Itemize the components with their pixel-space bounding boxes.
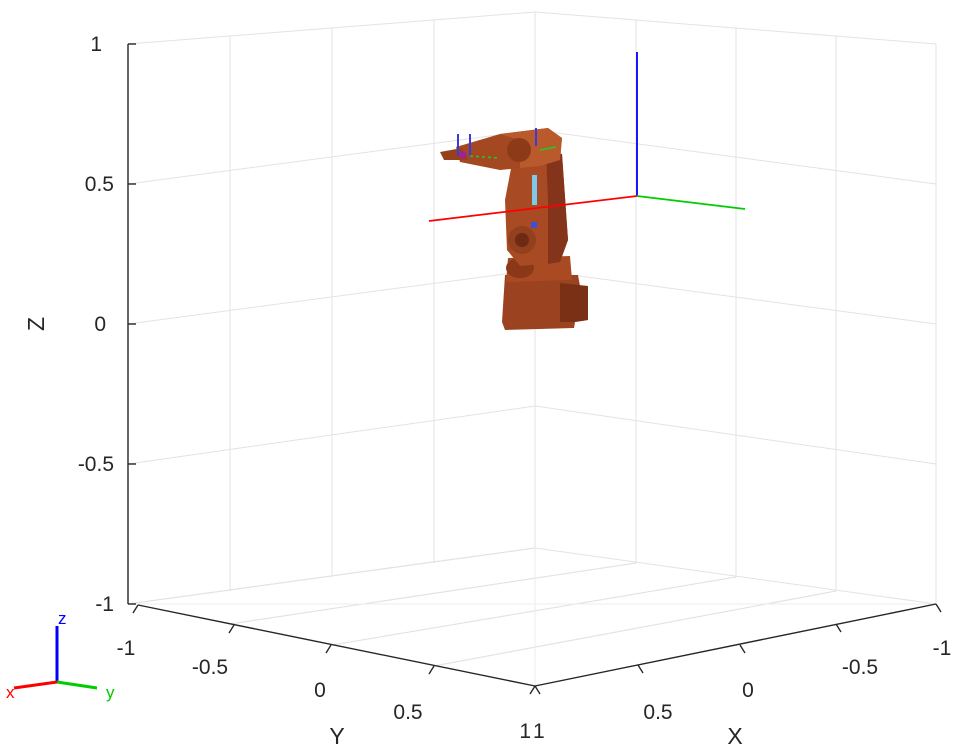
y-axis-line xyxy=(137,604,536,687)
z-tick-label: 0 xyxy=(94,313,106,336)
grid-floor xyxy=(127,547,937,687)
x-axis-label: X xyxy=(727,723,742,748)
x-tick-marks xyxy=(534,603,942,695)
x-axis-line xyxy=(534,603,937,687)
orientation-triad[interactable]: z y x xyxy=(6,609,115,702)
frame-y-axis xyxy=(636,195,746,210)
grid-back-right-wall xyxy=(534,11,937,605)
triad-y-axis xyxy=(56,680,98,690)
x-tick-label: -0.5 xyxy=(842,656,878,679)
y-tick-label: -1 xyxy=(117,637,136,660)
y-axis-label: Y xyxy=(329,723,344,748)
z-tick-label: 1 xyxy=(90,33,102,56)
y-tick-label: 0.5 xyxy=(393,701,422,724)
y-tick-label: 0 xyxy=(314,679,326,702)
triad-x-axis xyxy=(13,680,58,690)
x-tick-label: 0.5 xyxy=(643,701,672,724)
z-tick-label: 0.5 xyxy=(85,173,114,196)
z-tick-label: -1 xyxy=(95,593,114,616)
y-tick-marks xyxy=(132,604,536,695)
frame-x-axis xyxy=(428,195,638,222)
x-tick-label: 0 xyxy=(742,679,754,702)
robot-joint-marker xyxy=(532,175,537,205)
triad-z-label: z xyxy=(58,609,67,628)
z-axis-label: Z xyxy=(23,317,49,331)
world-frame-axes xyxy=(636,52,746,210)
grid-back-left-wall xyxy=(127,11,536,605)
z-tick-marks xyxy=(128,43,136,605)
z-tick-label: -0.5 xyxy=(78,453,114,476)
x-tick-label: -1 xyxy=(933,637,952,660)
triad-y-label: y xyxy=(106,683,115,702)
robot-arm[interactable] xyxy=(440,128,588,330)
triad-x-label: x xyxy=(6,683,15,702)
y-tick-label: 1 xyxy=(519,720,531,743)
y-tick-label: -0.5 xyxy=(192,656,228,679)
x-tick-label: 1 xyxy=(533,720,545,743)
